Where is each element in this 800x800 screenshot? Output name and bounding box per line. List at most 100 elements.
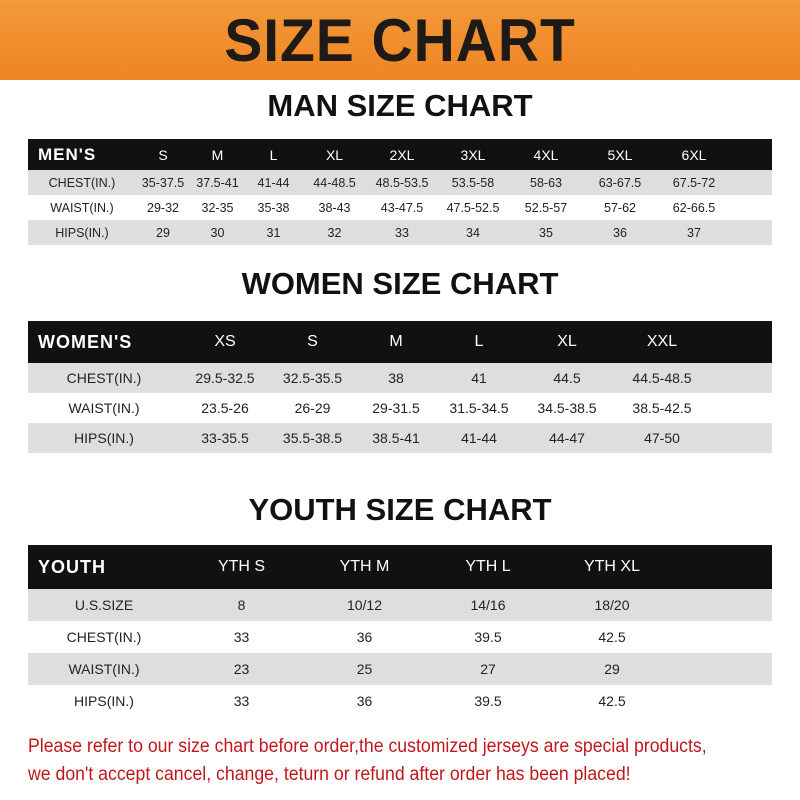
row-label: WAIST(IN.): [68, 661, 140, 677]
cell: 29.5-32.5: [195, 370, 255, 386]
cell: 2XL: [389, 146, 415, 163]
cell: 41-44: [461, 430, 497, 446]
cell: 8: [237, 597, 246, 613]
cell: 35-37.5: [141, 175, 185, 190]
cell: 38.5-42.5: [632, 400, 692, 416]
cell: XS: [214, 333, 236, 350]
cell: 39.5: [474, 629, 502, 645]
cell: XL: [325, 146, 344, 163]
cell: 26-29: [294, 400, 331, 416]
cell: L: [269, 146, 278, 163]
banner-title: SIZE CHART: [224, 6, 576, 74]
cell: YTH M: [339, 558, 390, 575]
cell: XXL: [646, 333, 678, 350]
cell: 25: [356, 661, 373, 677]
banner: SIZE CHART: [0, 0, 800, 80]
youth-size-table: YOUTH YTH S YTH M YTH L YTH XL U.S.SIZE 8 10/12…: [28, 545, 772, 717]
cell: 14/16: [470, 597, 506, 613]
row-label: MEN'S: [38, 144, 97, 164]
notice-line-1: Please refer to our size chart before or…: [28, 736, 707, 757]
cell: S: [307, 333, 318, 350]
table-row: CHEST(IN.) 29.5-32.5 32.5-35.5 38 41 44.5 44.5…: [28, 363, 772, 393]
cell: YTH S: [217, 558, 266, 575]
cell: S: [158, 146, 168, 163]
table-header-row: MEN'S S M L XL 2XL 3XL 4XL 5XL 6XL: [28, 139, 772, 170]
cell: M: [389, 333, 403, 350]
cell: 31.5-34.5: [449, 400, 509, 416]
cell: 36: [356, 693, 373, 709]
cell: 38: [388, 370, 404, 386]
cell: 29: [156, 225, 170, 240]
cell: XL: [557, 333, 577, 350]
cell: 38.5-41: [372, 430, 420, 446]
cell: 34: [466, 225, 480, 240]
cell: 32.5-35.5: [282, 370, 343, 386]
men-section-title: MAN SIZE CHART: [267, 88, 533, 123]
row-label: YOUTH: [38, 556, 106, 577]
cell: 39.5: [474, 693, 502, 709]
cell: 32-35: [201, 200, 234, 215]
row-label: HIPS(IN.): [55, 225, 109, 240]
cell: 48.5-53.5: [375, 175, 429, 190]
men-size-table: MEN'S S M L XL 2XL 3XL 4XL 5XL 6XL CHEST(IN.) 35-37…: [28, 139, 772, 245]
cell: 29-32: [147, 200, 179, 215]
cell: 27: [480, 661, 496, 677]
cell: 41-44: [257, 175, 290, 190]
cell: 44-48.5: [313, 175, 356, 190]
cell: 42.5: [598, 693, 626, 709]
table-header-row: YOUTH YTH S YTH M YTH L YTH XL: [28, 545, 772, 589]
cell: 30: [210, 225, 225, 240]
cell: 52.5-57: [524, 200, 568, 215]
table-row: CHEST(IN.) 33 36 39.5 42.5: [28, 621, 772, 653]
cell: 42.5: [598, 629, 626, 645]
cell: 5XL: [607, 146, 633, 163]
row-label: CHEST(IN.): [66, 370, 142, 386]
table-row: HIPS(IN.) 33 36 39.5 42.5: [28, 685, 772, 717]
row-label: WAIST(IN.): [50, 200, 114, 215]
row-label: WOMEN'S: [38, 331, 133, 352]
cell: YTH L: [465, 558, 511, 575]
cell: L: [474, 333, 484, 350]
women-section-title: WOMEN SIZE CHART: [241, 266, 559, 301]
cell: 37: [687, 225, 701, 240]
cell: 32: [327, 225, 342, 240]
cell: 31: [266, 225, 281, 240]
cell: 4XL: [533, 146, 559, 163]
cell: 23.5-26: [201, 400, 249, 416]
cell: 47-50: [644, 430, 680, 446]
cell: 10/12: [346, 597, 383, 613]
cell: 23: [233, 661, 250, 677]
cell: 18/20: [594, 597, 630, 613]
cell: 33: [395, 225, 409, 240]
cell: 37.5-41: [196, 175, 239, 190]
cell: 63-67.5: [598, 175, 642, 190]
table-row: HIPS(IN.) 29 30 31 32 33 34 35 36 37: [28, 220, 772, 245]
row-label: U.S.SIZE: [74, 597, 134, 613]
table-row: CHEST(IN.) 35-37.5 37.5-41 41-44 44-48.5 48.5…: [28, 170, 772, 195]
cell: 44-47: [549, 430, 585, 446]
cell: 33: [233, 629, 250, 645]
cell: 33-35.5: [201, 430, 249, 446]
cell: 58-63: [530, 175, 562, 190]
cell: 36: [356, 629, 373, 645]
table-row: WAIST(IN.) 23 25 27 29: [28, 653, 772, 685]
cell: 35.5-38.5: [282, 430, 343, 446]
cell: 35-38: [257, 200, 290, 215]
cell: 41: [471, 370, 487, 386]
cell: 29: [604, 661, 620, 677]
table-header-row: WOMEN'S XS S M L XL XXL: [28, 321, 772, 363]
cell: 62-66.5: [672, 200, 716, 215]
cell: M: [211, 146, 224, 163]
cell: 33: [233, 693, 250, 709]
cell: 36: [613, 225, 627, 240]
cell: 44.5: [553, 370, 581, 386]
row-label: HIPS(IN.): [74, 430, 134, 446]
table-row: WAIST(IN.) 29-32 32-35 35-38 38-43 43-47.5 47.…: [28, 195, 772, 220]
row-label: CHEST(IN.): [48, 175, 116, 190]
row-label: CHEST(IN.): [66, 629, 142, 645]
cell: 6XL: [681, 146, 707, 163]
cell: YTH XL: [583, 558, 640, 575]
cell: 3XL: [460, 146, 486, 163]
cell: 35: [539, 225, 553, 240]
women-size-table: WOMEN'S XS S M L XL XXL CHEST(IN.) 29.5-32.5 32.5…: [28, 321, 772, 453]
